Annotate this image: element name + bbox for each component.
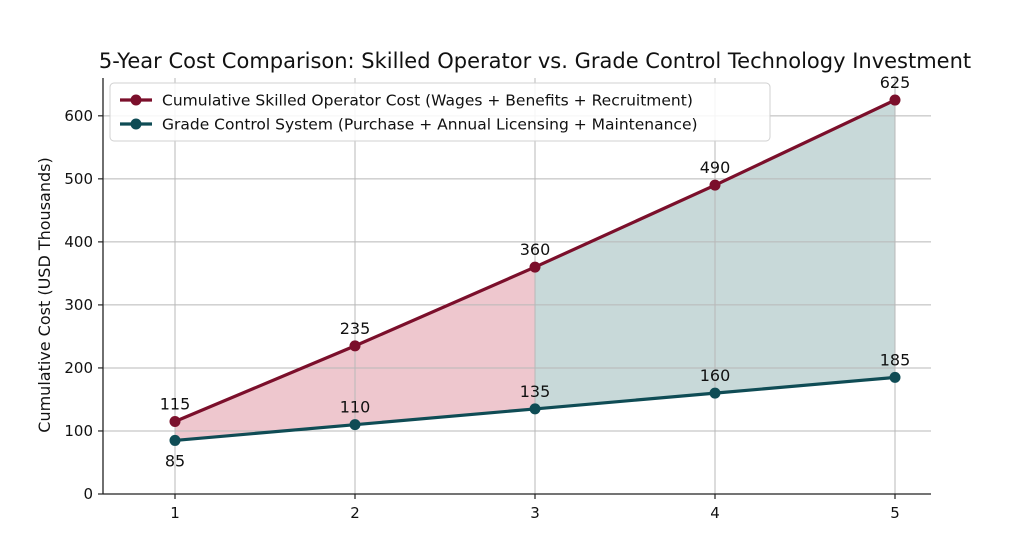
x-tick-label: 5 bbox=[890, 504, 900, 522]
x-tick-label: 3 bbox=[530, 504, 540, 522]
series-1-point bbox=[169, 416, 181, 428]
data-label: 115 bbox=[160, 395, 191, 414]
data-label: 110 bbox=[340, 398, 371, 417]
series-1-point bbox=[529, 261, 541, 273]
y-tick-label: 300 bbox=[64, 296, 93, 314]
x-tick-label: 4 bbox=[710, 504, 720, 522]
legend-box bbox=[109, 82, 771, 142]
chart-title: 5-Year Cost Comparison: Skilled Operator… bbox=[99, 49, 971, 73]
series-1-point bbox=[349, 340, 361, 352]
y-tick-label: 400 bbox=[64, 233, 93, 251]
y-tick-label: 0 bbox=[83, 485, 93, 503]
y-tick-label: 100 bbox=[64, 422, 93, 440]
x-tick-label: 2 bbox=[350, 504, 360, 522]
legend-label: Grade Control System (Purchase + Annual … bbox=[162, 116, 698, 134]
data-label: 625 bbox=[880, 73, 911, 92]
legend-swatch-marker bbox=[130, 118, 142, 130]
series-1-point bbox=[709, 179, 721, 191]
data-label: 160 bbox=[700, 366, 731, 385]
data-label: 135 bbox=[520, 382, 551, 401]
series-2-point bbox=[529, 403, 541, 415]
y-axis-label: Cumulative Cost (USD Thousands) bbox=[35, 157, 54, 432]
legend-label: Cumulative Skilled Operator Cost (Wages … bbox=[162, 92, 693, 110]
y-tick-label: 600 bbox=[64, 107, 93, 125]
series-2-point bbox=[889, 371, 901, 383]
series-2-point bbox=[169, 434, 181, 446]
series-2-point bbox=[349, 419, 361, 431]
series-2-point bbox=[709, 387, 721, 399]
data-label: 490 bbox=[700, 158, 731, 177]
legend: Cumulative Skilled Operator Cost (Wages … bbox=[109, 82, 771, 142]
y-tick-label: 200 bbox=[64, 359, 93, 377]
plot-area: 0 100 200 300 400 500 600 1 2 3 4 5 115 235 360 490 625 8… bbox=[64, 73, 931, 522]
series-1-point bbox=[889, 94, 901, 106]
data-label: 85 bbox=[165, 451, 185, 470]
legend-swatch-marker bbox=[130, 94, 142, 106]
data-label: 360 bbox=[520, 240, 551, 259]
x-tick-label: 1 bbox=[170, 504, 180, 522]
y-tick-label: 500 bbox=[64, 170, 93, 188]
data-label: 185 bbox=[880, 350, 911, 369]
data-label: 235 bbox=[340, 319, 371, 338]
